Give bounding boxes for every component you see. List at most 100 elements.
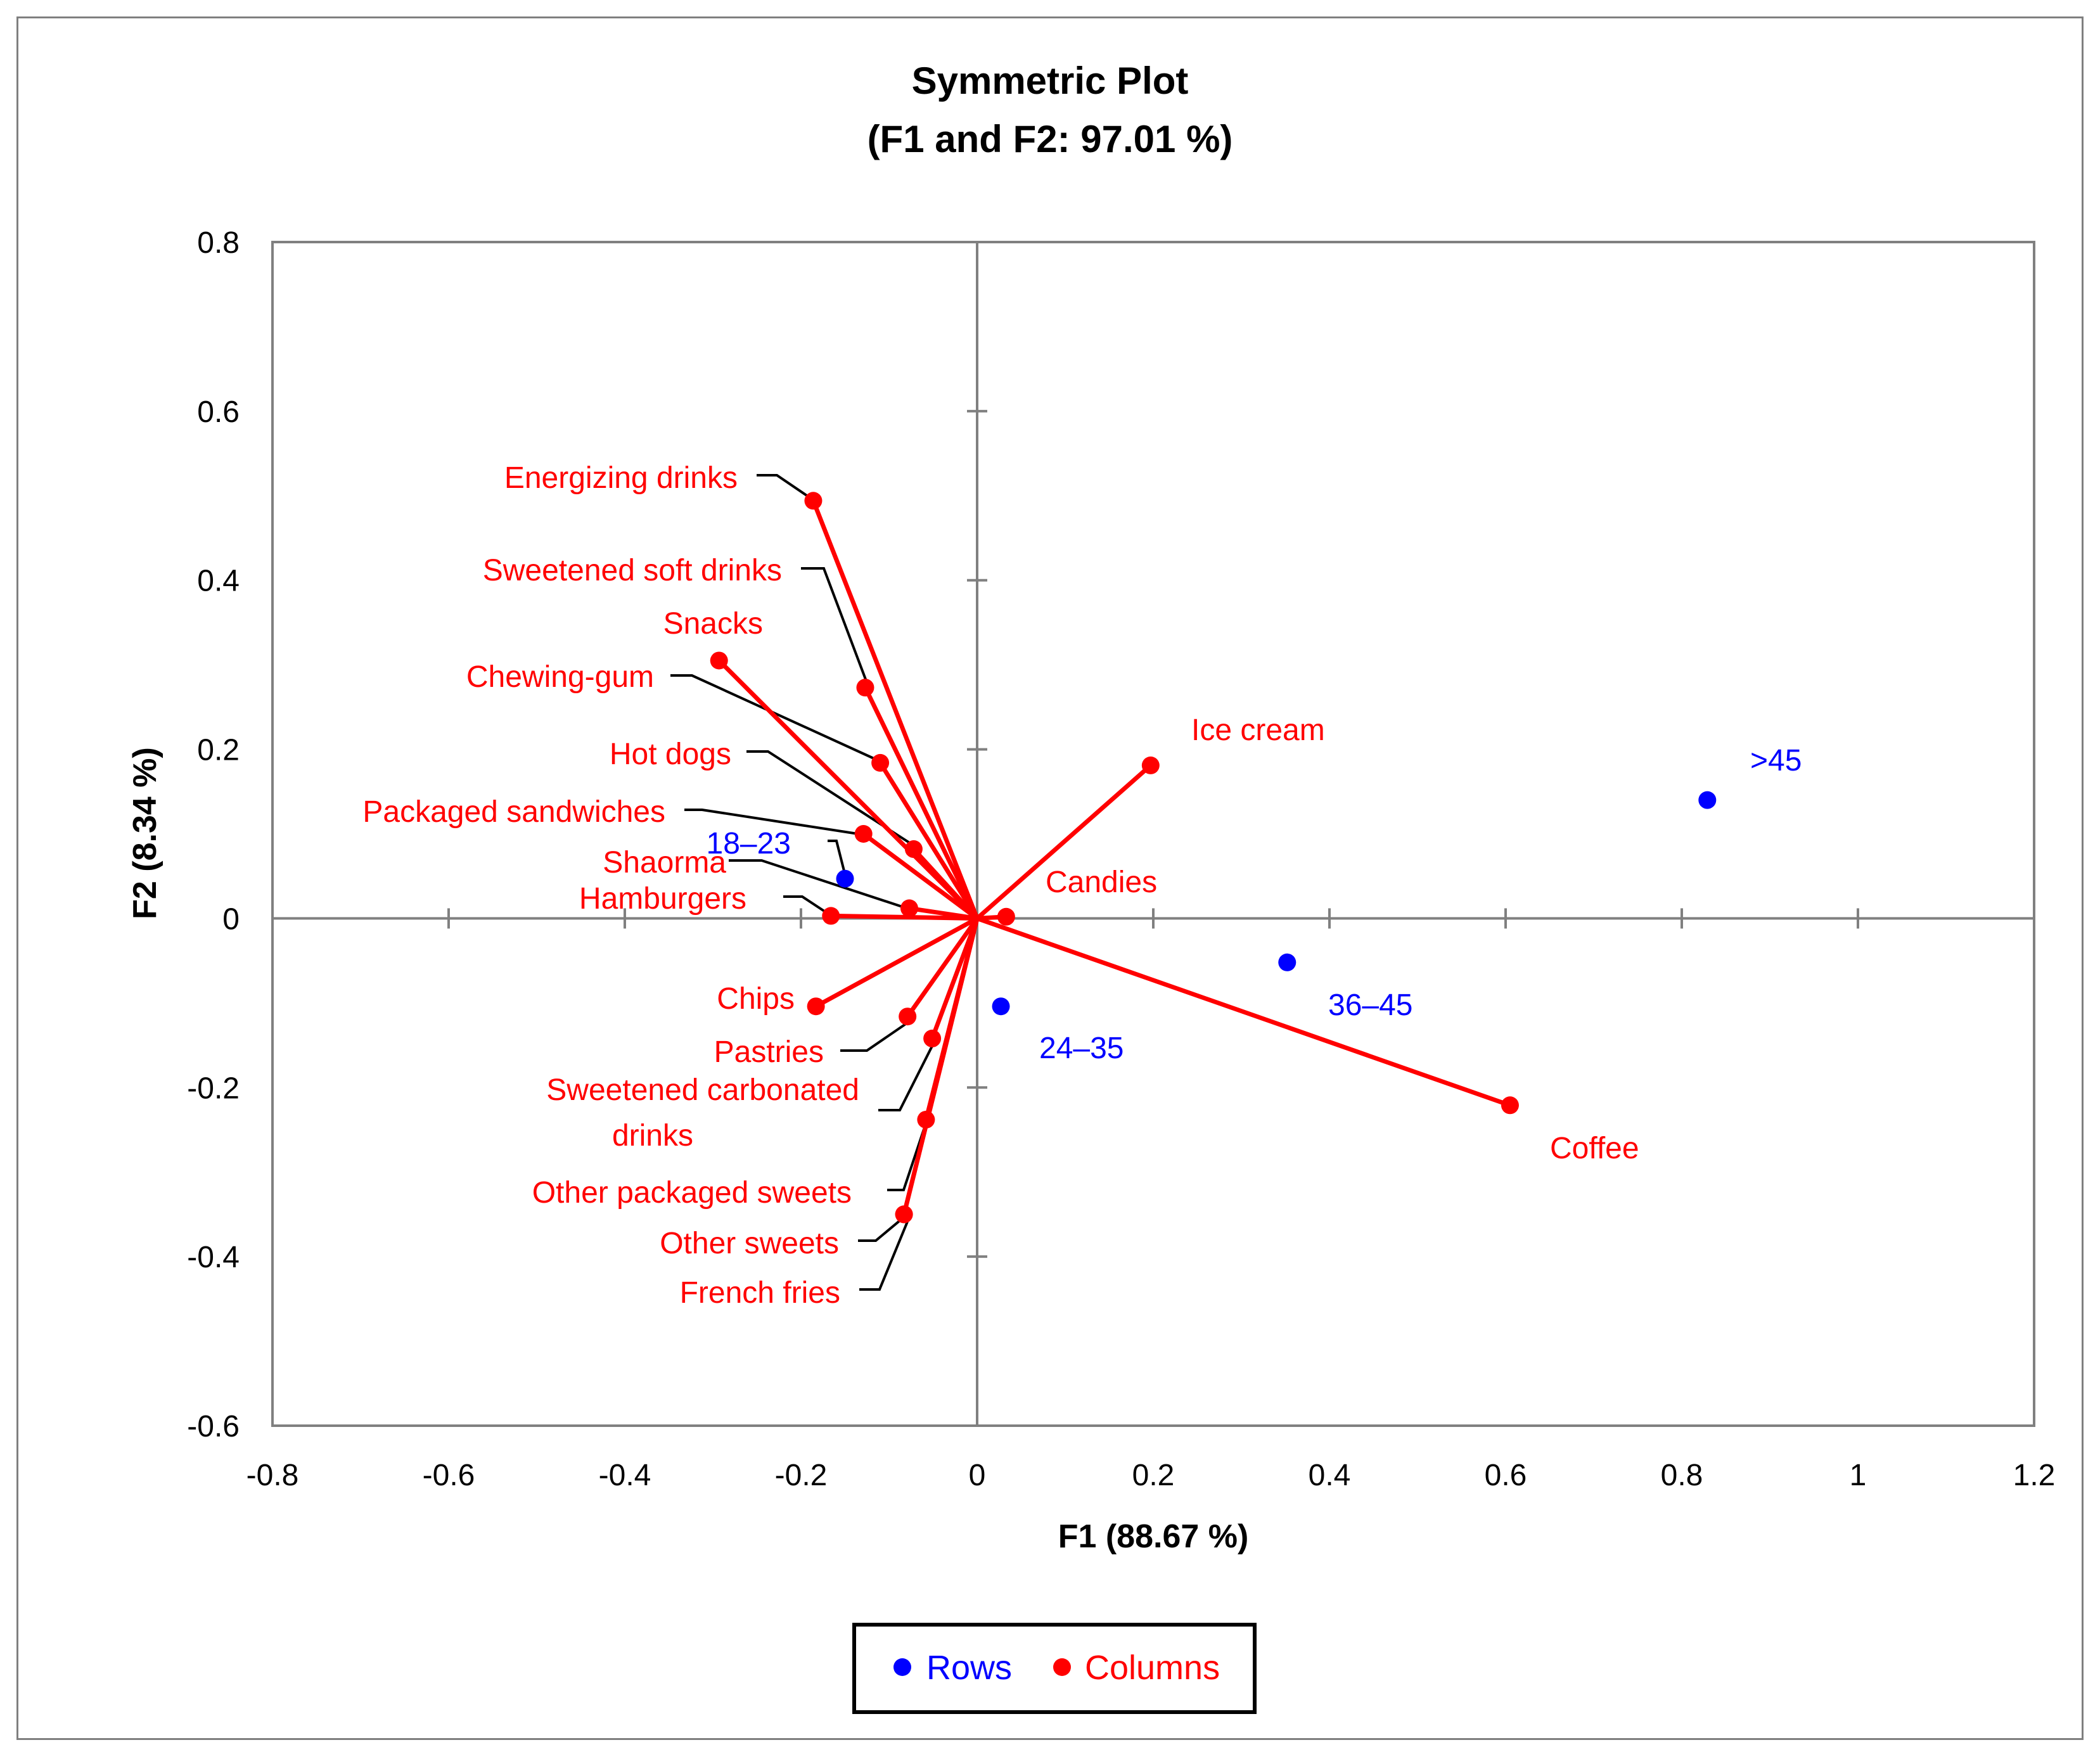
x-tick-label: -0.8 — [246, 1459, 299, 1492]
y-tick-label: 0.8 — [197, 226, 240, 260]
vector-ice-cream — [975, 763, 1153, 921]
x-tick-label: 1 — [1850, 1459, 1867, 1492]
leader-packaged-sandwiches — [684, 809, 867, 836]
leader-chewing-gum — [670, 674, 881, 763]
points-layer — [710, 492, 1717, 1224]
row-point-18-23 — [836, 869, 854, 888]
vector-french-fries — [902, 916, 980, 1217]
legend-rows-label: Rows — [926, 1649, 1012, 1687]
row-point-24-35 — [992, 997, 1010, 1016]
label-candies: Candies — [1046, 866, 1157, 899]
y-tick-label: 0.2 — [197, 734, 240, 767]
point-energizing-drinks — [804, 492, 823, 510]
point-sweetened-soft-drinks — [856, 679, 874, 697]
column-vectors-layer — [717, 498, 1513, 1217]
leader-sweetened-carbonated-drinks — [878, 1035, 938, 1111]
tick-labels-layer: -0.8 -0.6 -0.4 -0.2 0 0.2 0.4 0.6 0.8 1 1.20.80.60… — [187, 226, 2055, 1492]
y-tick-label: 0.6 — [197, 395, 240, 429]
leader-lines-layer — [670, 474, 938, 1291]
vector-coffee — [975, 916, 1513, 1108]
point-candies — [997, 907, 1015, 926]
plot-area-border — [271, 241, 2035, 1427]
vector-packaged-sandwiches — [861, 831, 980, 921]
label-other-packaged-sweets: Other packaged sweets — [532, 1176, 852, 1210]
label-sweetened-carbonated-drinks: Sweetened carbonated — [546, 1073, 859, 1107]
x-tick-label: 0.6 — [1485, 1459, 1527, 1492]
x-tick-label: -0.4 — [599, 1459, 651, 1492]
vector-snacks — [717, 658, 980, 921]
vector-hot-dogs — [911, 847, 980, 921]
point-hot-dogs — [904, 840, 923, 859]
x-tick-label: 0.2 — [1132, 1459, 1175, 1492]
point-shaorma — [900, 899, 918, 918]
leader-sweetened-soft-drinks — [801, 567, 869, 685]
chart-subtitle: (F1 and F2: 97.01 %) — [868, 118, 1233, 160]
y-tick-label: -0.2 — [187, 1071, 240, 1105]
leader-other-packaged-sweets — [887, 1121, 928, 1191]
leader-hamburgers — [783, 895, 833, 918]
label-hamburgers: Hamburgers — [579, 882, 746, 916]
point-chewing-gum — [871, 753, 890, 772]
leader-shaorma — [729, 859, 911, 911]
leader-pastries — [840, 1019, 912, 1052]
y-tick-label: -0.6 — [187, 1410, 240, 1443]
vector-sweetened-soft-drinks — [862, 685, 980, 921]
point-other-packaged-sweets — [917, 1110, 935, 1129]
row-label-18-23: 18–23 — [707, 827, 791, 860]
chart-title: Symmetric Plot — [912, 60, 1189, 102]
row-point-36-45 — [1278, 953, 1296, 971]
x-tick-label: -0.2 — [775, 1459, 828, 1492]
row-label-36-45: 36–45 — [1328, 988, 1412, 1022]
vector-energizing-drinks — [810, 498, 980, 921]
vector-chewing-gum — [878, 760, 980, 921]
legend-columns-label: Columns — [1085, 1649, 1220, 1687]
vector-sweetened-carbonated-drinks — [930, 916, 980, 1041]
label-hot-dogs: Hot dogs — [610, 738, 731, 771]
vector-chips — [814, 916, 980, 1009]
point-hamburgers — [822, 907, 840, 925]
row-leader-18-23 — [828, 840, 848, 881]
label-pastries: Pastries — [714, 1035, 824, 1069]
label-sweetened-soft-drinks: Sweetened soft drinks — [483, 554, 782, 587]
x-axis-label: F1 (88.67 %) — [1058, 1518, 1249, 1555]
legend: Rows Columns — [852, 1623, 1257, 1714]
x-tick-label: 0.8 — [1661, 1459, 1703, 1492]
vector-pastries — [905, 916, 980, 1019]
row-point-45 — [1698, 791, 1717, 809]
axes-layer — [272, 242, 2034, 1426]
point-snacks — [710, 651, 728, 670]
label-other-sweets: Other sweets — [660, 1227, 839, 1260]
leader-hot-dogs — [746, 750, 916, 847]
label-ice-cream: Ice cream — [1191, 713, 1325, 747]
label-energizing-drinks: Energizing drinks — [504, 461, 738, 495]
y-tick-label: 0 — [222, 902, 240, 936]
label-french-fries: French fries — [680, 1276, 840, 1310]
label-chips: Chips — [717, 982, 795, 1016]
vector-hamburgers — [828, 913, 980, 921]
x-tick-label: 1.2 — [2013, 1459, 2056, 1492]
label-snacks: Snacks — [663, 607, 763, 641]
leader-french-fries — [859, 1221, 909, 1291]
y-tick-label: -0.4 — [187, 1241, 240, 1274]
label-sweetened-carbonated-drinks-line2: drinks — [612, 1119, 693, 1153]
legend-rows-marker — [893, 1658, 911, 1676]
label-packaged-sandwiches: Packaged sandwiches — [362, 795, 665, 829]
point-pastries — [899, 1007, 917, 1026]
y-tick-label: 0.4 — [197, 565, 240, 598]
point-chips — [807, 997, 825, 1016]
legend-columns-marker — [1053, 1658, 1071, 1676]
point-coffee — [1501, 1096, 1519, 1115]
leader-other-sweets — [858, 1214, 907, 1242]
point-packaged-sandwiches — [854, 825, 873, 843]
point-labels-layer: Energizing drinks Sweetened soft drinks Sn… — [362, 461, 1802, 1310]
y-axis-label: F2 (8.34 %) — [127, 747, 163, 919]
leader-energizing-drinks — [757, 474, 814, 501]
point-french-fries — [895, 1205, 913, 1224]
label-shaorma: Shaorma — [603, 846, 726, 880]
point-sweetened-carbonated-drinks — [923, 1029, 942, 1047]
label-chewing-gum: Chewing-gum — [466, 660, 654, 694]
x-tick-label: 0 — [969, 1459, 986, 1492]
label-coffee: Coffee — [1550, 1132, 1639, 1165]
x-tick-label: -0.6 — [423, 1459, 475, 1492]
